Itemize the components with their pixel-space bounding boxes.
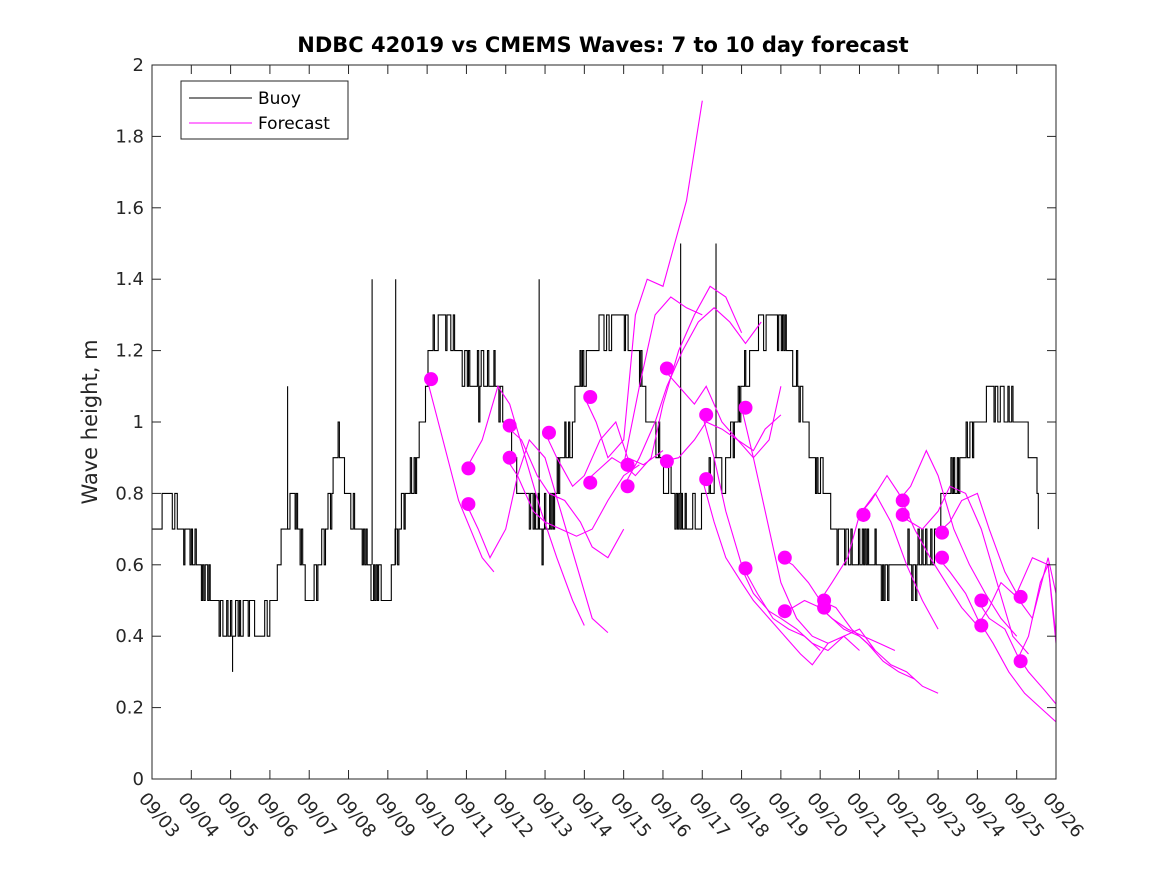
forecast-series-line bbox=[780, 557, 915, 680]
forecast-series-line bbox=[623, 307, 762, 487]
forecast-series-line bbox=[701, 478, 829, 666]
forecast-series-line bbox=[505, 457, 640, 537]
forecast-marker bbox=[738, 561, 753, 576]
forecast-series-line bbox=[544, 420, 664, 488]
forecast-marker bbox=[1013, 654, 1028, 669]
forecast-series-line bbox=[859, 474, 978, 626]
y-axis-label: Wave height, m bbox=[78, 339, 102, 504]
forecast-series-line bbox=[583, 296, 703, 484]
forecast-marker bbox=[895, 507, 910, 522]
y-tick-label: 0.8 bbox=[115, 483, 144, 504]
forecast-marker bbox=[974, 593, 989, 608]
forecast-marker bbox=[777, 550, 792, 565]
y-tick-label: 1.4 bbox=[115, 269, 144, 290]
forecast-marker bbox=[424, 372, 439, 387]
y-tick-label: 0.2 bbox=[115, 698, 144, 719]
legend-box bbox=[180, 80, 349, 140]
chart-title: NDBC 42019 vs CMEMS Waves: 7 to 10 day f… bbox=[297, 33, 908, 57]
y-tick-label: 0.4 bbox=[115, 626, 144, 647]
forecast-marker bbox=[895, 493, 910, 508]
forecast-series-line bbox=[1016, 562, 1056, 662]
forecast-series-line bbox=[937, 557, 1056, 723]
forecast-series-line bbox=[465, 385, 585, 626]
forecast-marker bbox=[583, 390, 598, 405]
y-tick-label: 1.6 bbox=[115, 198, 144, 219]
y-tick-label: 1.8 bbox=[115, 126, 144, 147]
y-tick-label: 0.6 bbox=[115, 555, 144, 576]
forecast-marker bbox=[461, 497, 476, 512]
forecast-marker bbox=[620, 479, 635, 494]
legend-buoy-label: Buoy bbox=[258, 89, 301, 109]
y-tick-label: 1 bbox=[133, 412, 144, 433]
forecast-series-line bbox=[465, 438, 609, 634]
forecast-marker bbox=[583, 475, 598, 490]
forecast-marker bbox=[738, 400, 753, 415]
forecast-series-line bbox=[741, 407, 860, 651]
forecast-series-line bbox=[701, 414, 821, 651]
forecast-marker bbox=[699, 472, 714, 487]
forecast-marker bbox=[502, 418, 517, 433]
plot-series-group bbox=[152, 100, 1056, 723]
forecast-series-line bbox=[505, 425, 625, 559]
legend-forecast-label: Forecast bbox=[258, 114, 330, 134]
forecast-marker bbox=[935, 525, 950, 540]
forecast-marker bbox=[974, 618, 989, 633]
plot-area bbox=[152, 100, 1056, 723]
forecast-series-line bbox=[662, 368, 782, 459]
forecast-series-line bbox=[819, 607, 939, 694]
forecast-marker bbox=[659, 454, 674, 469]
forecast-marker bbox=[856, 507, 871, 522]
forecast-marker bbox=[935, 550, 950, 565]
forecast-marker bbox=[541, 425, 556, 440]
forecast-marker bbox=[620, 457, 635, 472]
forecast-marker bbox=[502, 450, 517, 465]
y-tick-label: 0 bbox=[133, 769, 144, 790]
forecast-series-line bbox=[623, 285, 743, 477]
forecast-marker bbox=[817, 600, 832, 615]
forecast-series-line bbox=[583, 100, 703, 459]
buoy-series-line bbox=[152, 314, 1039, 637]
forecast-series-line bbox=[426, 379, 495, 573]
y-tick-label: 2 bbox=[133, 55, 144, 76]
forecast-series-line bbox=[898, 485, 1029, 655]
forecast-series-line bbox=[662, 414, 782, 462]
forecast-series-line bbox=[937, 492, 1056, 637]
legend: Buoy Forecast bbox=[180, 80, 349, 140]
forecast-marker bbox=[699, 407, 714, 422]
forecast-marker bbox=[659, 361, 674, 376]
y-tick-label: 1.2 bbox=[115, 341, 144, 362]
forecast-marker bbox=[461, 461, 476, 476]
forecast-series-line bbox=[898, 449, 1018, 637]
forecast-marker bbox=[1013, 589, 1028, 604]
forecast-marker bbox=[777, 604, 792, 619]
forecast-series-line bbox=[976, 600, 1056, 705]
